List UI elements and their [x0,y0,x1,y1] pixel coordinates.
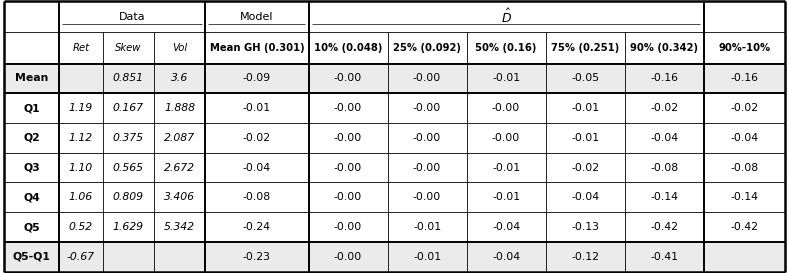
Text: -0.16: -0.16 [650,73,678,83]
Text: -0.16: -0.16 [731,73,758,83]
Text: -0.14: -0.14 [731,192,758,202]
Text: -0.00: -0.00 [334,163,362,173]
Text: -0.08: -0.08 [731,163,758,173]
Text: 0.809: 0.809 [113,192,144,202]
Text: 3.406: 3.406 [164,192,195,202]
Text: Q2: Q2 [23,133,40,143]
Text: Mean GH (0.301): Mean GH (0.301) [210,43,305,53]
Text: -0.04: -0.04 [492,252,520,262]
Text: -0.00: -0.00 [413,133,441,143]
Text: -0.00: -0.00 [492,133,520,143]
Text: -0.02: -0.02 [571,163,599,173]
Text: 90%-10%: 90%-10% [718,43,770,53]
Text: 2.672: 2.672 [164,163,195,173]
Text: -0.05: -0.05 [571,73,599,83]
Text: -0.00: -0.00 [334,133,362,143]
Text: 0.851: 0.851 [113,73,144,83]
Text: -0.08: -0.08 [650,163,679,173]
Text: -0.12: -0.12 [571,252,599,262]
Text: 50% (0.16): 50% (0.16) [476,43,537,53]
Text: -0.00: -0.00 [334,252,362,262]
Text: 10% (0.048): 10% (0.048) [314,43,382,53]
Text: -0.67: -0.67 [67,252,95,262]
Text: -0.02: -0.02 [731,103,758,113]
Bar [4,64,785,93]
Text: 1.19: 1.19 [69,103,93,113]
Text: -0.00: -0.00 [413,192,441,202]
Text: -0.13: -0.13 [571,222,599,232]
Text: Q5: Q5 [24,222,40,232]
Text: -0.04: -0.04 [650,133,679,143]
Text: 0.52: 0.52 [69,222,93,232]
Text: 5.342: 5.342 [164,222,195,232]
Text: -0.00: -0.00 [334,73,362,83]
Text: 1.888: 1.888 [164,103,195,113]
Text: -0.00: -0.00 [413,103,441,113]
Text: -0.01: -0.01 [492,163,520,173]
Text: 1.10: 1.10 [69,163,93,173]
Text: 0.167: 0.167 [113,103,144,113]
Text: 75% (0.251): 75% (0.251) [551,43,619,53]
Text: -0.01: -0.01 [571,103,599,113]
Text: -0.04: -0.04 [571,192,599,202]
Text: 1.12: 1.12 [69,133,93,143]
Text: -0.04: -0.04 [731,133,758,143]
Text: Q1: Q1 [24,103,40,113]
Text: 1.06: 1.06 [69,192,93,202]
Text: 2.087: 2.087 [164,133,195,143]
Text: -0.01: -0.01 [492,192,520,202]
Text: Q4: Q4 [23,192,40,202]
Text: 0.375: 0.375 [113,133,144,143]
Text: -0.42: -0.42 [731,222,758,232]
Text: -0.00: -0.00 [492,103,520,113]
Text: -0.04: -0.04 [243,163,271,173]
Text: -0.01: -0.01 [413,222,441,232]
Text: Data: Data [119,12,145,22]
Text: Skew: Skew [115,43,141,53]
Text: $\hat{D}$: $\hat{D}$ [500,8,511,26]
Text: 3.6: 3.6 [171,73,188,83]
Text: Model: Model [240,12,274,22]
Text: 25% (0.092): 25% (0.092) [393,43,461,53]
Text: -0.01: -0.01 [492,73,520,83]
Text: -0.23: -0.23 [243,252,271,262]
Text: -0.41: -0.41 [650,252,678,262]
Text: -0.14: -0.14 [650,192,678,202]
Text: Mean: Mean [15,73,48,83]
Text: Q5-Q1: Q5-Q1 [13,252,50,262]
Text: -0.00: -0.00 [334,192,362,202]
Text: Q3: Q3 [23,163,40,173]
Text: 90% (0.342): 90% (0.342) [630,43,698,53]
Bar [4,242,785,272]
Text: -0.00: -0.00 [413,73,441,83]
Text: -0.00: -0.00 [413,163,441,173]
Text: -0.02: -0.02 [243,133,271,143]
Text: Ret: Ret [73,43,89,53]
Text: -0.01: -0.01 [413,252,441,262]
Text: 0.565: 0.565 [113,163,144,173]
Text: -0.09: -0.09 [243,73,271,83]
Text: -0.24: -0.24 [243,222,271,232]
Text: -0.04: -0.04 [492,222,520,232]
Text: -0.02: -0.02 [650,103,679,113]
Text: -0.42: -0.42 [650,222,678,232]
Text: -0.00: -0.00 [334,222,362,232]
Text: 1.629: 1.629 [113,222,144,232]
Text: -0.00: -0.00 [334,103,362,113]
Text: -0.01: -0.01 [571,133,599,143]
Text: Vol: Vol [172,43,187,53]
Text: -0.01: -0.01 [243,103,271,113]
Text: -0.08: -0.08 [243,192,271,202]
